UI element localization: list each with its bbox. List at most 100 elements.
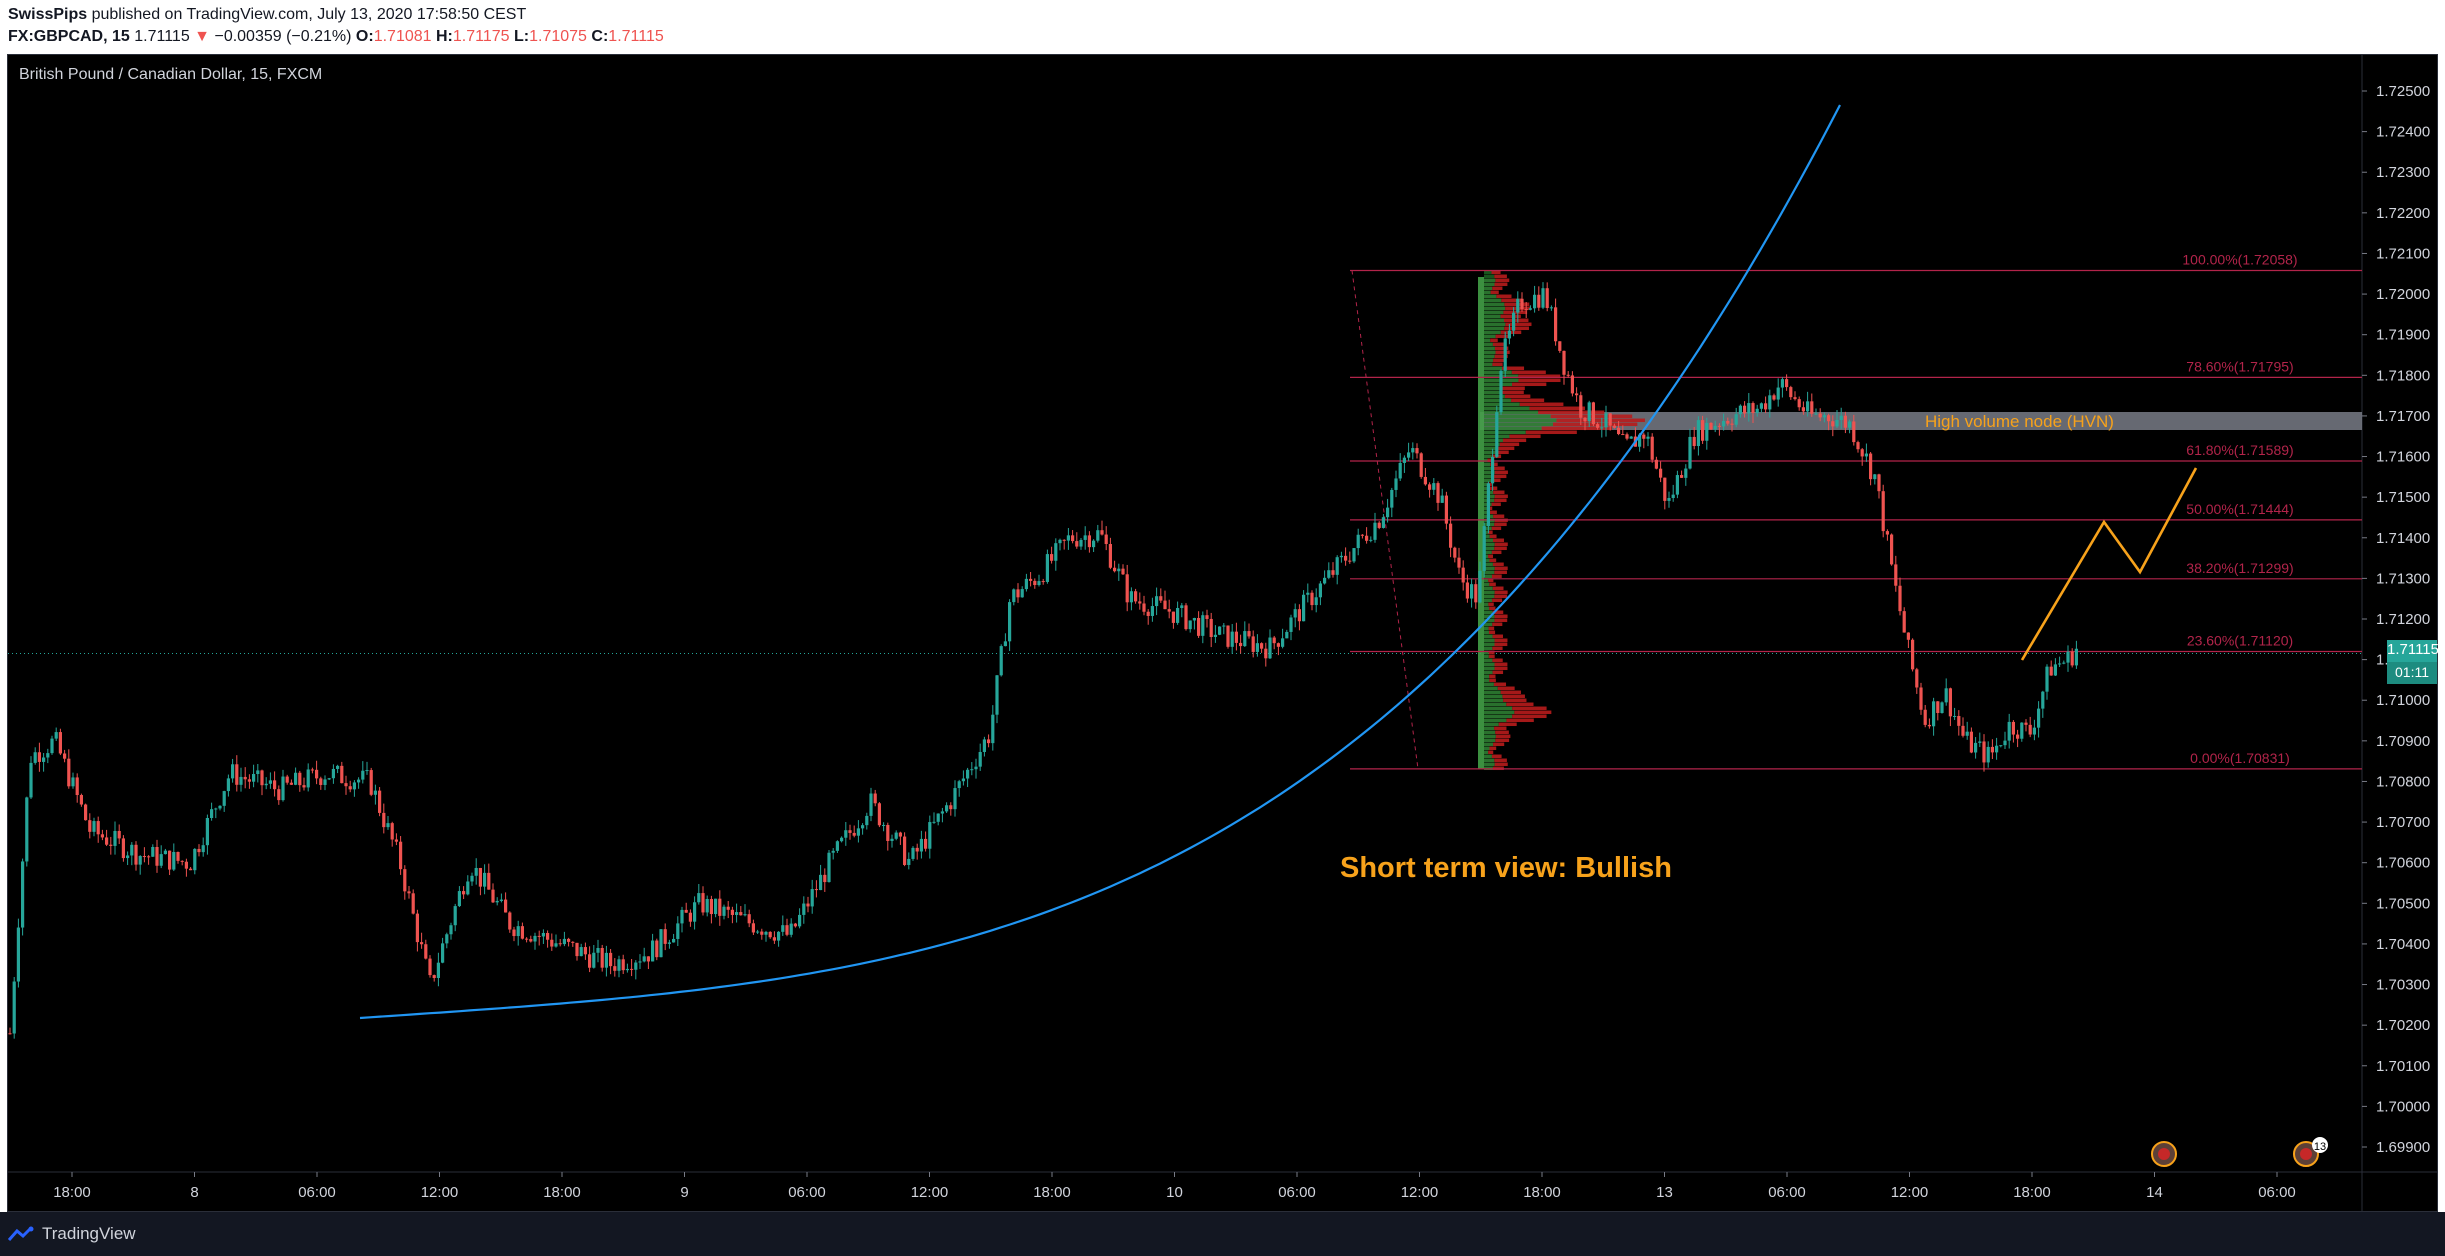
- candle-body: [2049, 666, 2053, 676]
- candle-body: [289, 782, 293, 785]
- candle-body: [1625, 434, 1629, 439]
- candle-body: [852, 832, 856, 836]
- candle-body: [646, 956, 650, 962]
- price-axis-label: 1.70900: [2376, 733, 2430, 750]
- candle-body: [1108, 544, 1112, 568]
- price-axis-label: 1.71200: [2376, 611, 2430, 628]
- volume-bar-sell: [1500, 330, 1522, 335]
- candles: [8, 282, 2078, 1039]
- volume-bar-buy: [1484, 630, 1489, 635]
- parabolic-curve[interactable]: [359, 104, 1841, 1020]
- short-term-view-annotation[interactable]: Short term view: Bullish: [1340, 852, 1672, 884]
- candle-body: [1465, 582, 1469, 599]
- volume-bar-buy: [1484, 762, 1495, 767]
- hvn-annotation[interactable]: High volume node (HVN): [1925, 412, 2114, 431]
- price-axis-label: 1.70400: [2376, 936, 2430, 953]
- candle-body: [25, 797, 29, 862]
- candle-body: [1885, 531, 1889, 535]
- candle-body: [1138, 601, 1142, 604]
- candle-body: [1402, 457, 1406, 463]
- hvn-band[interactable]: [1480, 412, 2362, 430]
- volume-bar-buy: [1484, 382, 1513, 387]
- volume-bar-sell: [1491, 550, 1502, 555]
- volume-bar-buy: [1484, 650, 1489, 655]
- candle-body: [1528, 308, 1532, 310]
- candle-body: [1549, 307, 1553, 309]
- candle-body: [1045, 554, 1049, 582]
- volume-bar-sell: [1488, 626, 1495, 631]
- author-name[interactable]: SwissPips: [8, 6, 88, 23]
- candle-body: [1503, 338, 1507, 371]
- candle-body: [714, 898, 718, 915]
- candle-body: [1083, 535, 1087, 540]
- candle-body: [424, 944, 428, 959]
- candle-body: [37, 752, 41, 762]
- volume-bar-buy: [1484, 722, 1499, 727]
- volume-bar-sell: [1518, 374, 1561, 379]
- volume-bar-buy: [1484, 410, 1539, 415]
- price-axis-label: 1.71600: [2376, 449, 2430, 466]
- volume-bar-buy: [1484, 278, 1496, 283]
- candle-body: [121, 838, 125, 859]
- projection-path[interactable]: [2020, 467, 2198, 661]
- volume-bar-buy: [1484, 354, 1495, 359]
- volume-bar-buy: [1484, 550, 1492, 555]
- time-axis-label: 10: [1166, 1184, 1183, 1201]
- candle-body: [894, 832, 898, 839]
- candle-body: [1054, 543, 1058, 561]
- candle-body: [474, 867, 478, 876]
- candle-body: [243, 776, 247, 780]
- volume-bar-sell: [1490, 290, 1499, 295]
- candle-body: [1348, 560, 1352, 562]
- candle-body: [1999, 745, 2003, 747]
- volume-bar-buy: [1484, 666, 1495, 671]
- candle-body: [1919, 687, 1923, 710]
- volume-bar-sell: [1489, 510, 1497, 515]
- volume-profile-value-area: [1478, 277, 1484, 769]
- current-price-value: 1.71115: [2387, 641, 2439, 658]
- time-axis-label: 12:00: [1891, 1184, 1929, 1201]
- price-chart[interactable]: 1.72500 1.72400 1.72300 1.72200 1.72100 1.720…: [0, 0, 2445, 1212]
- candle-body: [1482, 526, 1486, 571]
- candle-body: [1213, 634, 1217, 637]
- volume-bar-buy: [1484, 698, 1504, 703]
- candle-body: [407, 891, 411, 894]
- tradingview-logo[interactable]: TradingView: [8, 1224, 136, 1244]
- candle-body: [1234, 631, 1238, 643]
- candle-body: [105, 837, 109, 845]
- candle-body: [369, 770, 373, 795]
- volume-bar-buy: [1484, 622, 1493, 627]
- candle-body: [1125, 574, 1129, 603]
- candle-body: [806, 903, 810, 907]
- chart-frame[interactable]: [7, 54, 2438, 1212]
- volume-bar-buy: [1484, 582, 1490, 587]
- candle-body: [562, 938, 566, 945]
- candle-body: [546, 932, 550, 940]
- price-axis-label: 1.70100: [2376, 1058, 2430, 1075]
- candle-body: [1079, 539, 1083, 547]
- candle-body: [907, 858, 911, 865]
- candle-body: [277, 789, 281, 801]
- price-axis-label: 1.72000: [2376, 286, 2430, 303]
- candle-body: [1171, 611, 1175, 623]
- volume-bar-sell: [1502, 438, 1527, 443]
- candle-body: [1675, 475, 1679, 495]
- volume-bar-buy: [1484, 706, 1513, 711]
- volume-bar-sell: [1503, 310, 1528, 315]
- candle-body: [819, 874, 823, 891]
- candle-body: [1411, 448, 1415, 453]
- candle-body: [1646, 436, 1650, 439]
- candle-body: [1604, 413, 1608, 428]
- candle-body: [676, 923, 680, 939]
- fib-level-label: 78.60%(1.71795): [2186, 358, 2293, 374]
- candle-body: [226, 778, 230, 792]
- time-axis-label: 14: [2146, 1184, 2163, 1201]
- volume-bar-buy: [1484, 302, 1505, 307]
- candle-body: [12, 981, 16, 1034]
- candle-body: [1491, 456, 1495, 484]
- volume-bar-buy: [1484, 470, 1495, 475]
- candle-body: [579, 947, 583, 957]
- candle-body: [680, 909, 684, 924]
- candle-body: [336, 765, 340, 769]
- volume-bar-sell: [1491, 526, 1502, 531]
